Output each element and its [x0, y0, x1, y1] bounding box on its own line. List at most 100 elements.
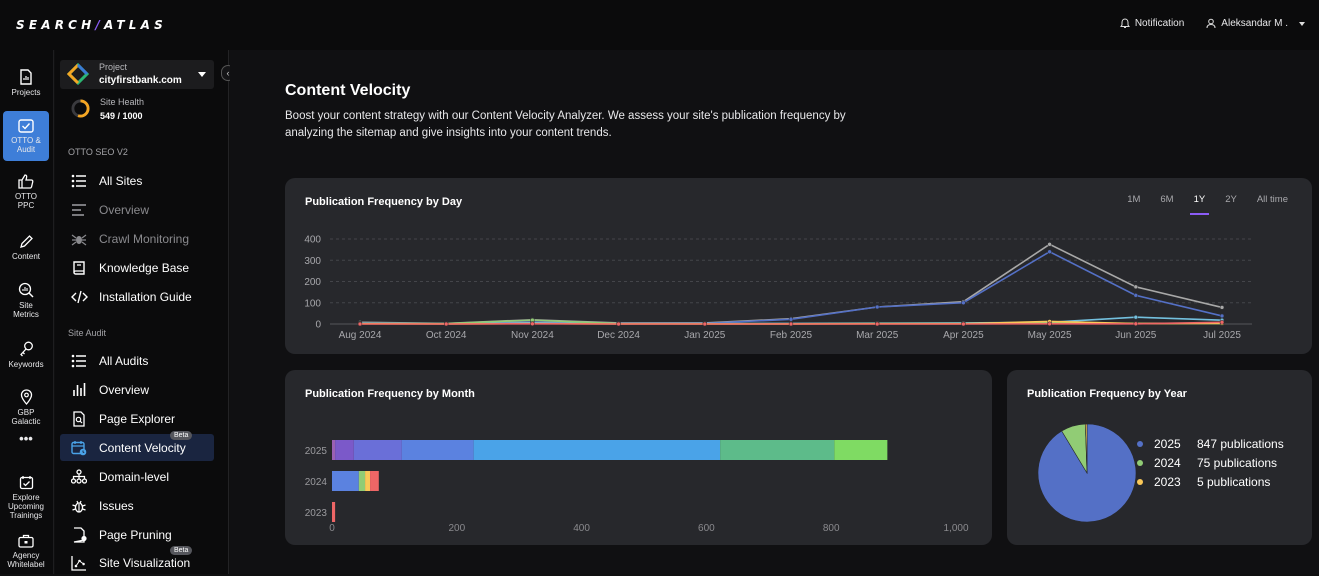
year-pie-chart	[1037, 423, 1137, 523]
search-atlas-logo[interactable]: SEARCH/ATLAS	[16, 18, 167, 32]
nav-item-label: Installation Guide	[99, 289, 192, 304]
legend-item-2025: 2025 847 publications	[1137, 437, 1284, 451]
calendar-check-icon	[19, 475, 33, 489]
rail-item-content[interactable]: Content	[3, 222, 49, 272]
x-tick-label: Aug 2024	[339, 330, 382, 341]
y-tick-label: 300	[304, 256, 321, 267]
nav-item-audit-overview[interactable]: Overview	[60, 376, 214, 403]
legend-item-2024: 2024 75 publications	[1137, 456, 1277, 470]
rail-label: Keywords	[8, 360, 44, 369]
range-tab-1m[interactable]: 1M	[1127, 194, 1141, 205]
site-health-value: 549 / 1000	[100, 111, 143, 121]
section-heading-site-audit: Site Audit	[68, 328, 107, 338]
range-tab-1y[interactable]: 1Y	[1189, 194, 1209, 215]
x-tick-label: 600	[698, 523, 715, 534]
y-category-label: 2024	[305, 477, 328, 488]
chevron-left-icon: ‹	[226, 68, 230, 78]
rail-item-more[interactable]: •••	[3, 420, 49, 456]
data-point	[1133, 321, 1139, 327]
y-tick-label: 400	[304, 235, 321, 246]
rail-label: Site Metrics	[13, 300, 39, 319]
icon-rail: Projects OTTO & Audit OTTO PPC Content S…	[0, 50, 54, 574]
rail-item-gbp-galactic[interactable]: GBP Galactic	[3, 382, 49, 432]
bar-segment	[365, 471, 371, 491]
nav-item-issues[interactable]: Issues	[60, 492, 214, 519]
bar-segment	[335, 440, 354, 460]
data-point	[788, 317, 794, 322]
x-tick-label: Feb 2025	[770, 330, 813, 341]
nav-item-label: Issues	[99, 498, 134, 513]
data-point	[1219, 305, 1225, 310]
rail-item-explore-trainings[interactable]: Explore Upcoming Trainings	[3, 470, 49, 524]
nav-item-label: Overview	[99, 202, 150, 217]
user-menu[interactable]: Aleksandar M .	[1206, 18, 1305, 29]
legend-year: 2025	[1154, 437, 1181, 451]
legend-count: 847 publications	[1197, 437, 1284, 451]
nav-item-crawl-monitoring[interactable]: Crawl Monitoring	[60, 225, 214, 252]
x-tick-label: Oct 2024	[426, 330, 467, 341]
more-icon: •••	[19, 430, 33, 446]
range-tab-2y[interactable]: 2Y	[1225, 194, 1237, 205]
rail-label: Agency Whitelabel	[7, 550, 45, 569]
pen-icon	[19, 234, 33, 248]
nav-item-label: Knowledge Base	[99, 260, 190, 275]
rail-item-projects[interactable]: Projects	[3, 58, 49, 108]
list-icon	[71, 174, 86, 187]
range-tab-all-time[interactable]: All time	[1256, 194, 1288, 205]
nav-item-otto-overview[interactable]: Overview	[60, 196, 214, 223]
rail-item-keywords[interactable]: Keywords	[3, 330, 49, 380]
month-chart-title: Publication Frequency by Month	[305, 388, 475, 400]
data-point	[357, 321, 363, 327]
data-point	[616, 321, 621, 327]
y-category-label: 2023	[305, 508, 328, 519]
notification-button[interactable]: Notification	[1119, 18, 1184, 29]
x-tick-label: Dec 2024	[597, 330, 640, 341]
data-point	[1219, 313, 1225, 319]
side-nav: Project cityfirstbank.com ‹ Site Health …	[55, 50, 235, 576]
section-heading-otto: OTTO SEO V2	[68, 147, 128, 157]
range-tab-6m[interactable]: 6M	[1160, 194, 1174, 205]
y-tick-label: 100	[304, 298, 321, 309]
project-value: cityfirstbank.com	[99, 75, 182, 86]
nav-item-installation-guide[interactable]: Installation Guide	[60, 283, 214, 310]
data-point	[1219, 320, 1225, 325]
legend-year: 2024	[1154, 456, 1181, 470]
rail-label: GBP Galactic	[11, 407, 41, 426]
data-point	[1133, 314, 1139, 320]
nav-item-all-audits[interactable]: All Audits	[60, 347, 214, 374]
main-content: Content Velocity Boost your content stra…	[230, 50, 1319, 574]
x-tick-label: Jan 2025	[684, 330, 726, 341]
year-chart-card: Publication Frequency by Year 2025 847 p…	[1007, 370, 1312, 545]
legend-dot	[1137, 479, 1143, 485]
year-chart-title: Publication Frequency by Year	[1027, 388, 1187, 400]
project-selector[interactable]: Project cityfirstbank.com	[60, 60, 214, 89]
y-category-label: 2025	[305, 446, 328, 457]
x-tick-label: Jul 2025	[1203, 330, 1241, 341]
nav-item-page-explorer[interactable]: Page Explorer	[60, 405, 214, 432]
rail-item-site-metrics[interactable]: Site Metrics	[3, 275, 49, 325]
rail-label: OTTO PPC	[14, 192, 38, 210]
nav-item-domain-level[interactable]: Domain-level	[60, 463, 214, 490]
rail-item-otto-ppc[interactable]: OTTO PPC	[3, 167, 49, 217]
magnify-chart-icon	[18, 282, 34, 298]
rail-item-agency-whitelabel[interactable]: Agency Whitelabel	[3, 527, 49, 575]
legend-count: 5 publications	[1197, 475, 1271, 489]
data-point	[1133, 284, 1139, 290]
chevron-down-icon	[1299, 21, 1305, 26]
project-label: Project	[99, 62, 128, 72]
rail-item-otto-audit[interactable]: OTTO & Audit	[3, 111, 49, 161]
beta-badge: Beta	[170, 431, 193, 440]
nav-item-site-visualization[interactable]: Site Visualization	[60, 549, 214, 576]
nav-item-knowledge-base[interactable]: Knowledge Base	[60, 254, 214, 281]
nav-item-page-pruning[interactable]: Page Pruning	[60, 521, 214, 548]
chevron-down-icon	[198, 72, 206, 77]
bar-segment	[332, 471, 359, 491]
nav-item-label: All Sites	[99, 173, 143, 188]
bar-segment	[332, 502, 336, 522]
nav-item-all-sites[interactable]: All Sites	[60, 167, 214, 194]
bar-segment	[370, 471, 379, 491]
nav-item-label: Content Velocity	[99, 440, 186, 455]
rail-label: Content	[11, 251, 41, 261]
user-icon	[1206, 18, 1216, 29]
x-tick-label: Mar 2025	[856, 330, 899, 341]
